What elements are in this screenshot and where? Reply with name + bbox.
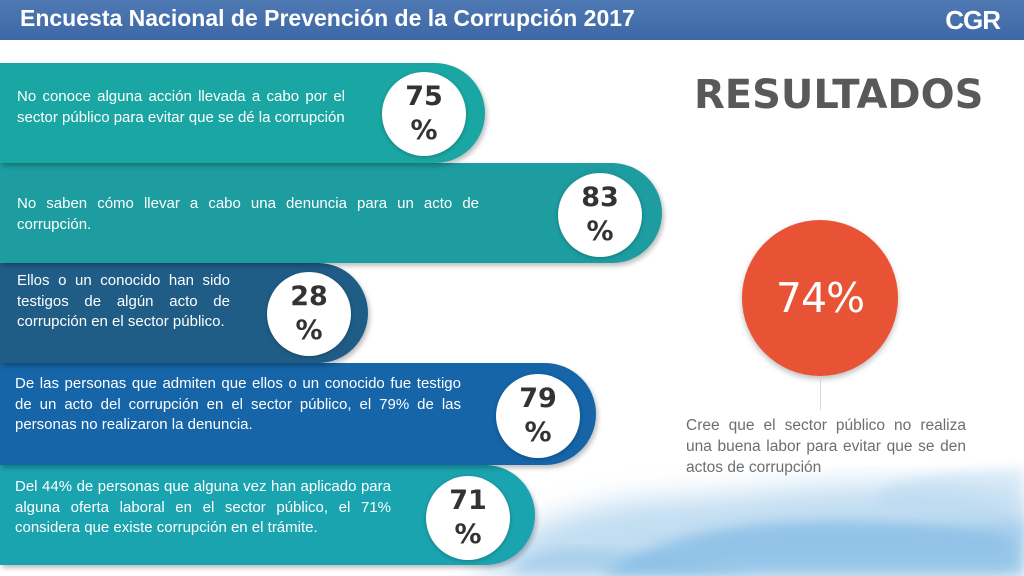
stat-badge-2-number: 83 [581,182,619,213]
stat-badge-3-unit: % [295,315,323,346]
header-bar: Encuesta Nacional de Prevención de la Co… [0,0,1024,40]
stat-badge-3-number: 28 [290,281,328,312]
stat-badge-5-number: 71 [449,485,487,516]
stat-badge-1: 75 % [382,72,466,156]
stat-badge-4-number: 79 [519,383,557,414]
stat-badge-4-unit: % [524,417,552,448]
stat-band-1-text: No conoce alguna acción llevada a cabo p… [17,88,345,126]
stat-badge-4: 79 % [496,374,580,458]
stat-band-4: De las personas que admiten que ellos o … [0,363,596,465]
stat-band-4-text: De las personas que admiten que ellos o … [15,375,461,433]
stat-badge-5: 71 % [426,476,510,560]
highlight-value: 74% [775,274,865,322]
stat-badge-2: 83 % [558,173,642,257]
stat-badge-2-unit: % [586,216,614,247]
stat-badge-5-unit: % [454,519,482,550]
stat-band-5-text: Del 44% de personas que alguna vez han a… [15,478,391,536]
highlight-description: Cree que el sector público no realiza un… [686,417,966,476]
stat-band-2: No saben cómo llevar a cabo una denuncia… [0,163,662,263]
stat-band-2-text: No saben cómo llevar a cabo una denuncia… [17,195,479,233]
connector-line [820,376,821,410]
results-heading: RESULTADOS [694,72,984,118]
highlight-circle: 74% [742,220,898,376]
cgr-logo: CGR [945,5,1001,35]
stat-badge-1-unit: % [410,115,438,146]
stat-badge-3: 28 % [267,272,351,356]
stat-badge-1-number: 75 [405,81,443,112]
page-title: Encuesta Nacional de Prevención de la Co… [20,5,635,31]
stat-band-3-text: Ellos o un conocido han sido testigos de… [17,272,230,330]
